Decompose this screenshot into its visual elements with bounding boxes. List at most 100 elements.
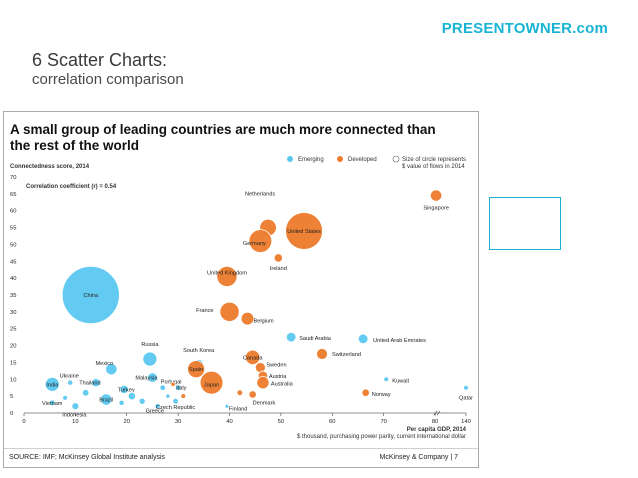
y-tick-label: 5 [10,394,13,400]
data-label: South Korea [183,348,215,354]
x-tick-label: 60 [329,419,335,425]
x-tick-label: 30 [175,419,181,425]
data-label: Vietnam [42,401,63,407]
data-point-australia [256,376,270,390]
data-point-norway [361,388,370,397]
data-point-germany [248,229,273,253]
data-label: Canada [243,355,263,361]
data-label: Mexico [95,361,113,367]
legend-size-marker [392,155,400,163]
data-label: Thailand [79,381,100,387]
chart-title: A small group of leading countries are m… [10,122,436,153]
data-point-emerging [138,397,146,405]
data-label: United Arab Emirates [373,338,426,344]
data-point-qatar [463,384,469,391]
data-point-china [61,265,120,324]
data-point-malaysia [147,372,158,383]
y-tick-label: 0 [10,411,13,417]
data-label: Spain [189,367,203,373]
data-label: Russia [141,342,159,348]
data-label: Netherlands [245,192,275,198]
data-point-emerging [81,389,90,397]
data-label: Germany [243,241,266,247]
x-tick-label: 70 [380,419,386,425]
x-tick-label: 10 [72,419,78,425]
data-label: Brazil [99,398,113,404]
y-tick-label: 40 [10,276,16,282]
y-tick-label: 15 [10,360,16,366]
data-point-belgium [240,311,255,326]
data-label: Finland [229,406,247,412]
footer-credit: McKinsey & Company | 7 [379,454,458,461]
data-label: Turkey [118,387,135,393]
x-axis-label: Per capita GDP, 2014 [407,427,467,433]
data-point-emerging [127,392,137,401]
x-axis-sublabel: $ thousand, purchasing power parity, cur… [297,434,466,440]
data-point-finland [224,403,230,409]
y-tick-label: 60 [10,209,16,215]
data-point-russia [142,351,158,367]
slide-title: 6 Scatter Charts: [32,50,168,70]
data-point-czech-republic [172,397,179,405]
data-point-greece [154,403,161,410]
y-tick-label: 30 [10,310,16,316]
data-point-spain [187,360,206,379]
y-axis-label: Connectedness score, 2014 [10,164,90,170]
correlation-annotation: Correlation coefficient (r) = 0.54 [26,184,117,190]
data-label: Austria [269,374,287,380]
data-point-turkey [119,384,129,394]
data-point-emerging [62,395,68,401]
source-note: SOURCE: IMF; McKinsey Global Institute a… [9,454,165,461]
data-label: Belgium [254,319,275,325]
data-label: Singapore [423,206,449,212]
data-point-ukraine [67,379,74,386]
data-point-india [44,376,60,392]
data-point-italy [174,384,182,391]
data-point-emerging [165,393,171,399]
data-point-japan [199,370,224,395]
x-tick-label: 50 [278,419,284,425]
data-point-switzerland [316,348,328,360]
legend-size-note-2: $ value of flows in 2014 [402,164,465,170]
data-label: Sweden [266,362,286,368]
legend-emerging-label: Emerging [298,157,324,163]
data-label: Qatar [459,396,473,402]
data-label: Indonesia [62,412,87,418]
data-label: Norway [372,392,391,398]
data-label: Denmark [253,400,276,406]
data-point-developed [180,393,187,399]
brand-logo: PRESENTOWNER.com [441,20,608,37]
axis-break-mark [433,410,438,416]
y-tick-label: 65 [10,192,16,198]
legend-developed-marker [337,156,343,162]
y-tick-label: 25 [10,327,16,333]
scatter-plot: Connectedness score, 2014 Correlation coe… [10,155,473,440]
data-label: India [46,382,59,388]
legend-size-note-1: Size of circle represents [402,157,466,163]
data-point-canada [244,349,261,366]
data-label: Ireland [270,266,287,272]
footer-divider [4,448,478,449]
y-tick-label: 10 [10,377,16,383]
data-point-vietnam [49,399,56,407]
x-tick-label: 140 [461,419,471,425]
y-tick-label: 55 [10,226,16,232]
y-tick-label: 35 [10,293,16,299]
data-label: United Kingdom [207,270,247,276]
x-tick-label: 40 [226,419,232,425]
chart-card: A small group of leading countries are m… [3,111,479,468]
data-label: France [196,308,213,314]
x-tick-label: 0 [22,419,25,425]
y-tick-label: 20 [10,344,16,350]
x-tick-label: 80 [432,419,438,425]
data-label: Greece [146,408,164,414]
data-label: Malaysia [135,376,158,382]
y-tick-label: 70 [10,175,16,181]
axis-break-mark [436,410,441,416]
data-point-united-arab-emirates [357,333,369,345]
data-point-united-states [285,212,323,250]
data-point-kuwait [383,376,390,383]
data-point-france [219,301,240,322]
data-point-brazil [100,393,113,406]
data-point-emerging [118,399,125,406]
